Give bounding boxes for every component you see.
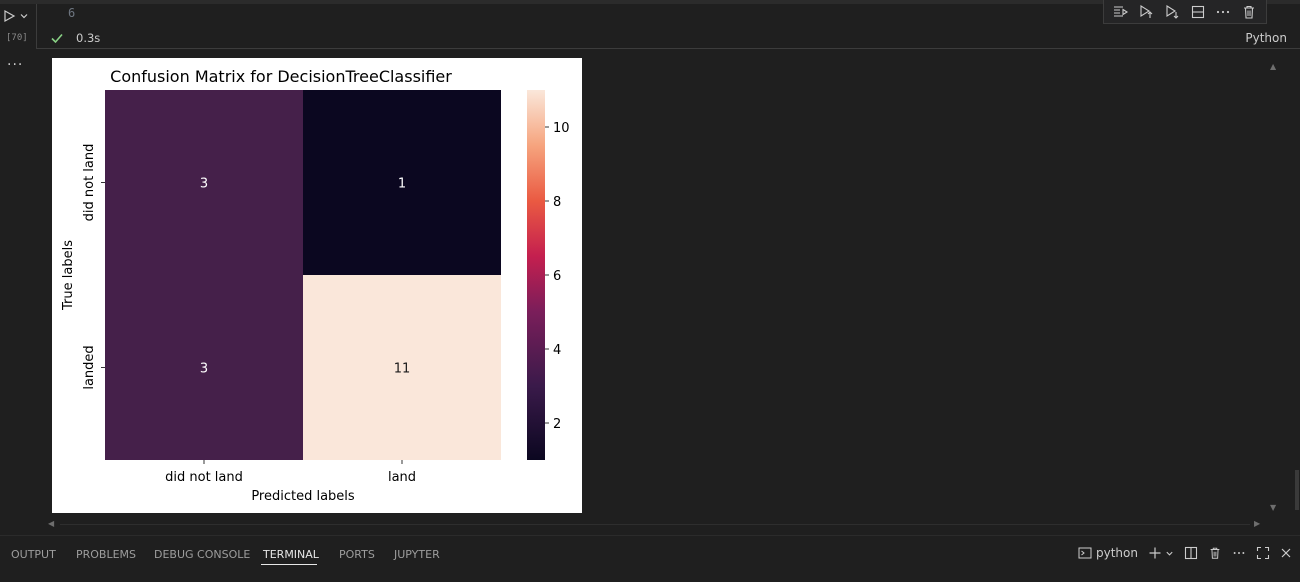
heatmap-cell	[303, 90, 501, 275]
tab-problems[interactable]: PROBLEMS	[76, 548, 137, 561]
close-panel-button[interactable]	[1280, 547, 1292, 559]
scroll-up-arrow[interactable]: ▲	[1270, 62, 1277, 71]
terminal-name: python	[1096, 546, 1138, 560]
split-terminal-button[interactable]	[1184, 546, 1198, 560]
run-by-line-icon[interactable]	[1111, 2, 1131, 22]
maximize-icon	[1256, 546, 1270, 560]
colorbar-tick-label: 4	[553, 343, 561, 358]
check-icon	[51, 33, 63, 44]
colorbar	[527, 90, 545, 460]
cell-value-label: 3	[200, 177, 208, 192]
panel-bar	[0, 536, 1300, 582]
heatmap-cell	[105, 275, 303, 460]
code-line-number: 6	[68, 6, 76, 20]
split-cell-icon[interactable]	[1188, 2, 1208, 22]
cell-value-label: 11	[394, 362, 411, 377]
confusion-matrix-chart: Confusion Matrix for DecisionTreeClassif…	[61, 67, 570, 504]
x-tick-labels: did not land land	[165, 460, 416, 485]
x-tick-label: land	[388, 470, 416, 485]
colorbar-tick-label: 6	[553, 269, 561, 284]
tab-jupyter[interactable]: JUPYTER	[394, 548, 440, 561]
heatmap-cell	[105, 90, 303, 275]
tab-terminal[interactable]: TERMINAL	[263, 548, 319, 561]
split-icon	[1184, 546, 1198, 560]
cell-value-label: 1	[398, 177, 406, 192]
cell-status: 0.3s	[50, 30, 100, 46]
play-icon	[4, 9, 16, 23]
y-tick-labels: did not land landed	[82, 144, 105, 390]
y-tick-label: did not land	[82, 144, 97, 222]
horizontal-scrollbar[interactable]	[60, 524, 1250, 525]
execution-time: 0.3s	[76, 31, 101, 45]
output-more-button[interactable]: ···	[7, 57, 24, 73]
maximize-panel-button[interactable]	[1256, 546, 1270, 560]
vertical-scrollbar[interactable]	[1295, 470, 1299, 510]
output-figure: Confusion Matrix for DecisionTreeClassif…	[52, 58, 582, 513]
scroll-down-arrow[interactable]: ▼	[1270, 503, 1277, 512]
scroll-right-arrow[interactable]: ▶	[1254, 519, 1261, 528]
y-tick-label: landed	[82, 345, 97, 389]
execution-count: [70]	[6, 33, 28, 43]
colorbar-tick-label: 8	[553, 195, 561, 210]
cell-language-label[interactable]: Python	[1245, 31, 1287, 45]
cell-toolbar	[1103, 0, 1267, 24]
run-cell-button[interactable]	[2, 6, 36, 26]
terminal-icon	[1078, 547, 1092, 559]
heatmap-cell	[303, 275, 501, 460]
tab-debug-console[interactable]: DEBUG CONSOLE	[154, 548, 251, 561]
heatmap-cell-labels: 3 1 3 11	[200, 177, 410, 377]
terminal-selector[interactable]: python	[1078, 546, 1138, 560]
panel-divider	[0, 535, 1300, 536]
cell-gutter-line	[36, 4, 37, 48]
execute-below-icon[interactable]	[1162, 2, 1182, 22]
cell-top-border	[0, 0, 1300, 4]
cell-divider	[36, 48, 1300, 49]
y-axis-label: True labels	[61, 240, 76, 311]
close-icon	[1281, 548, 1291, 558]
x-tick-label: did not land	[165, 470, 243, 485]
chevron-down-icon[interactable]	[19, 11, 29, 21]
kill-terminal-button[interactable]	[1208, 546, 1222, 560]
more-icon[interactable]	[1213, 2, 1233, 22]
colorbar-tick-label: 10	[553, 121, 570, 136]
cell-value-label: 3	[200, 362, 208, 377]
plus-icon	[1149, 547, 1161, 559]
trash-icon	[1210, 547, 1220, 559]
colorbar-ticks: 2 4 6 8 10	[545, 121, 570, 432]
chart-title: Confusion Matrix for DecisionTreeClassif…	[110, 67, 452, 86]
tab-ports[interactable]: PORTS	[339, 548, 375, 561]
new-terminal-button[interactable]	[1148, 546, 1174, 560]
delete-icon[interactable]	[1239, 2, 1259, 22]
chevron-down-icon[interactable]	[1165, 549, 1174, 558]
active-tab-indicator	[261, 564, 317, 565]
heatmap-cells	[105, 90, 501, 460]
tab-output[interactable]: OUTPUT	[11, 548, 56, 561]
more-icon	[1233, 552, 1245, 554]
scroll-left-arrow[interactable]: ◀	[48, 519, 55, 528]
panel-more-button[interactable]	[1232, 546, 1246, 560]
execute-above-icon[interactable]	[1136, 2, 1156, 22]
colorbar-tick-label: 2	[553, 417, 561, 432]
x-axis-label: Predicted labels	[251, 489, 355, 504]
terminal-actions: python	[1078, 544, 1292, 562]
